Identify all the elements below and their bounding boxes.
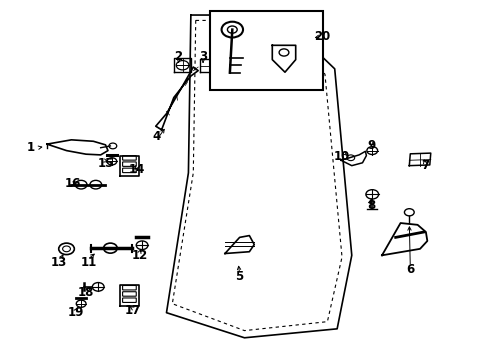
- Text: 17: 17: [124, 305, 140, 318]
- Bar: [210, 12, 322, 90]
- Text: 20: 20: [314, 30, 330, 43]
- Text: 2: 2: [174, 50, 183, 63]
- Text: 1: 1: [27, 141, 35, 154]
- Text: 5: 5: [235, 270, 243, 283]
- Text: 3: 3: [199, 50, 207, 63]
- Text: 18: 18: [78, 287, 94, 300]
- Text: 9: 9: [366, 139, 375, 152]
- Text: 14: 14: [129, 163, 145, 176]
- Text: 4: 4: [152, 130, 161, 144]
- Text: 8: 8: [366, 199, 375, 212]
- Text: 11: 11: [80, 256, 97, 269]
- Text: 10: 10: [333, 150, 349, 163]
- Text: 15: 15: [97, 157, 114, 170]
- Text: 7: 7: [420, 159, 428, 172]
- Text: 13: 13: [51, 256, 67, 269]
- Text: 6: 6: [406, 263, 413, 276]
- Text: 19: 19: [68, 306, 84, 319]
- Text: 12: 12: [131, 249, 147, 262]
- Text: 16: 16: [64, 177, 81, 190]
